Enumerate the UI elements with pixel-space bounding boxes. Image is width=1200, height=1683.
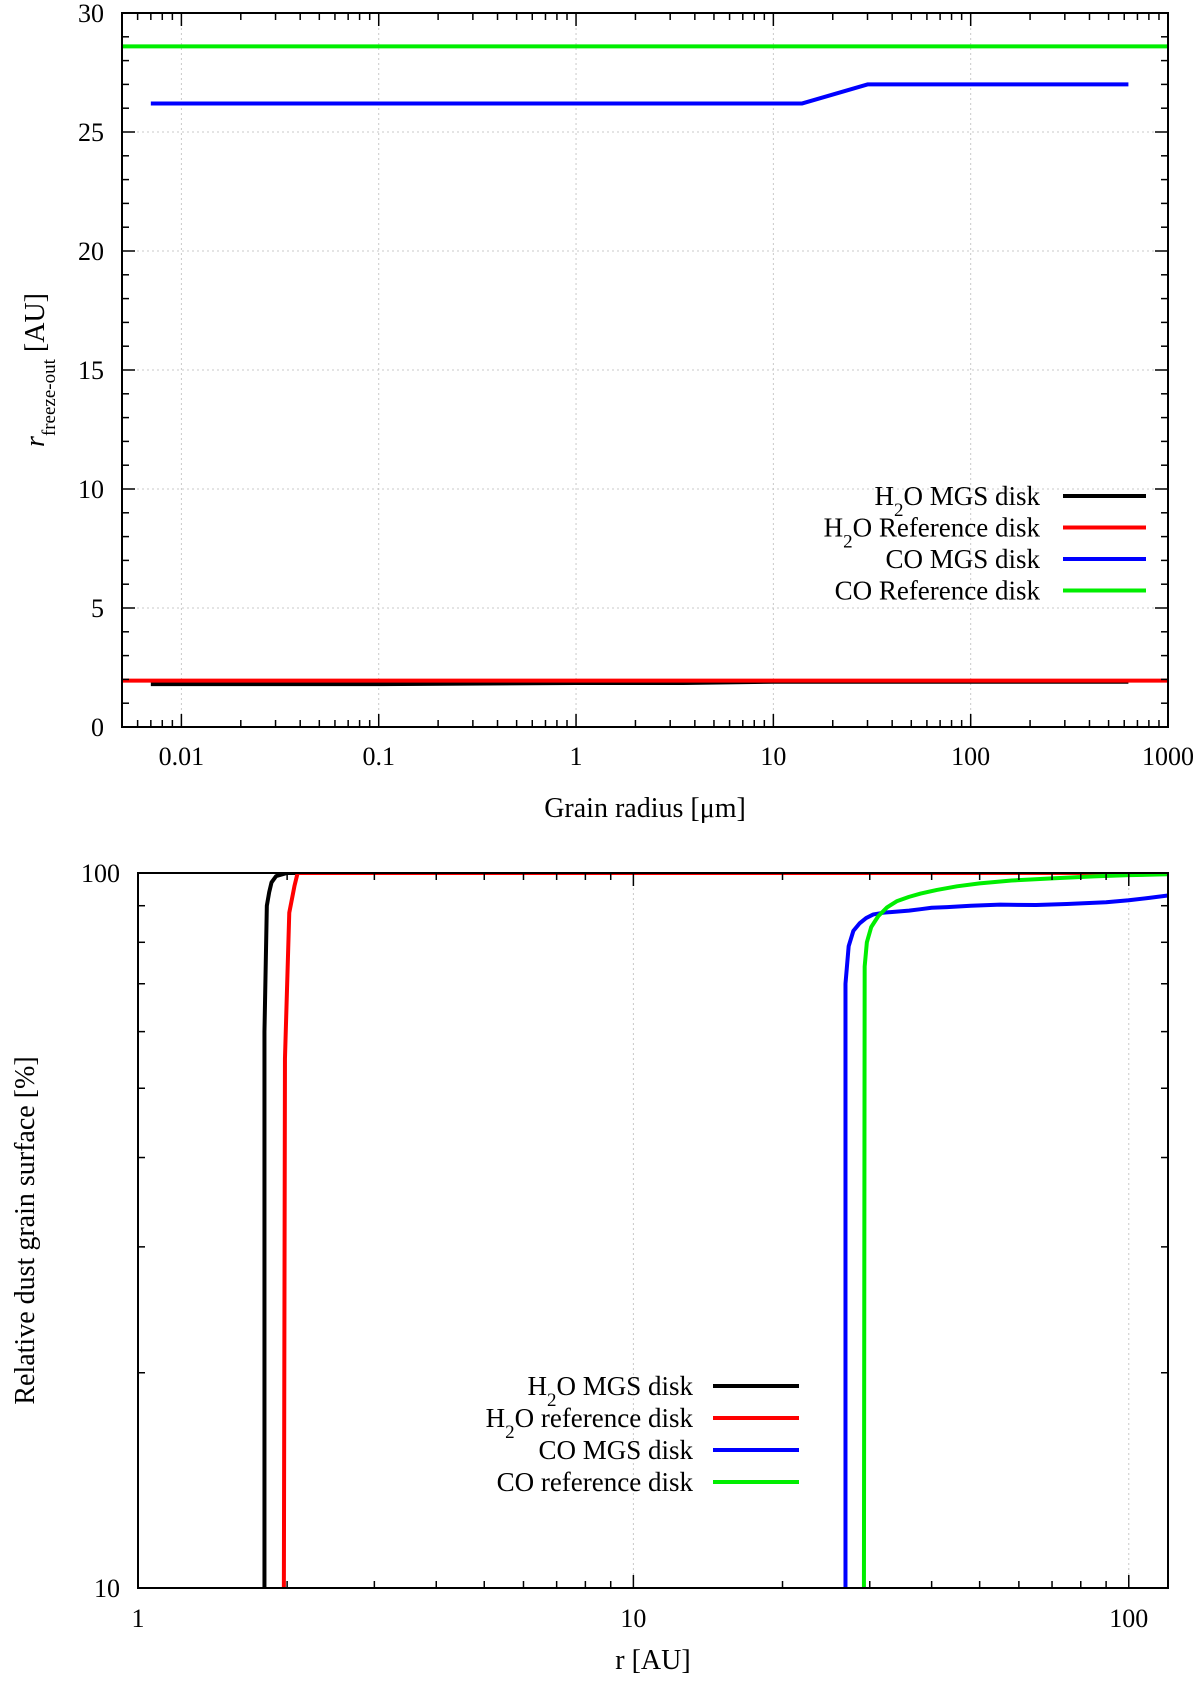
x-tick-label: 0.1 [362, 742, 395, 771]
legend-label: H2O reference disk [486, 1403, 694, 1443]
x-axis-title: r [AU] [615, 1645, 690, 1676]
x-tick-label: 10 [620, 1604, 646, 1633]
y-axis-title: rfreeze-out [AU] [20, 293, 60, 447]
plot-frame [137, 872, 1169, 1589]
legend-label: CO Reference disk [835, 576, 1041, 606]
y-tick-label: 10 [94, 1574, 120, 1603]
y-tick-label: 0 [91, 713, 104, 742]
legend-label: CO MGS disk [885, 544, 1040, 574]
y-tick-label: 20 [78, 237, 104, 266]
series-line-1 [281, 873, 1168, 1588]
y-axis-title: Relative dust grain surface [%] [10, 1056, 41, 1404]
x-tick-label: 1 [132, 1604, 145, 1633]
y-tick-label: 30 [78, 0, 104, 28]
x-tick-label: 100 [1109, 1604, 1148, 1633]
x-tick-label: 100 [951, 742, 990, 771]
y-tick-label: 25 [78, 118, 104, 147]
y-tick-label: 5 [91, 594, 104, 623]
freeze-out-radius-chart: 0 5 10 15 20 25 30 0.01 0.1 1 10 100 1000 Grain rad… [20, 0, 1194, 824]
x-tick-label: 1000 [1142, 742, 1194, 771]
relative-dust-surface-chart: 10 100 1 10 100 r [AU] Relative dust grain … [10, 859, 1169, 1676]
y-tick-label: 10 [78, 475, 104, 504]
x-tick-label: 10 [760, 742, 786, 771]
x-axis-title: Grain radius [μm] [544, 793, 746, 824]
series-line-2 [843, 893, 1168, 1588]
legend-label: H2O MGS disk [527, 1371, 693, 1411]
series-line-2 [150, 82, 1129, 106]
legend-label: CO reference disk [497, 1467, 694, 1497]
x-tick-label: 1 [570, 742, 583, 771]
y-tick-label: 100 [81, 859, 120, 888]
legend-label: H2O Reference disk [824, 513, 1041, 553]
x-tick-label: 0.01 [159, 742, 205, 771]
series-line-3 [861, 873, 1168, 1588]
y-tick-label: 15 [78, 356, 104, 385]
legend-label: H2O MGS disk [874, 481, 1040, 521]
legend-label: CO MGS disk [538, 1435, 693, 1465]
